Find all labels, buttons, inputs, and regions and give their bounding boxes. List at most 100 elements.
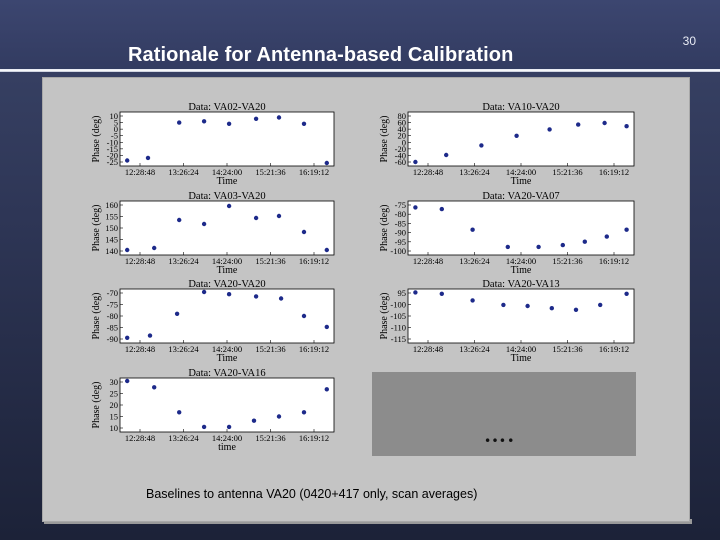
plot-2-ytick-label: -40 — [395, 150, 406, 160]
plot-1-ytick-label: -5 — [111, 131, 118, 141]
plot-6-data-point — [525, 303, 530, 309]
plot-5-ytick-label: -90 — [107, 334, 118, 344]
plot-3-ytick-label: 145 — [105, 235, 118, 245]
plot-1-data-point — [201, 119, 207, 124]
plot-6-xtick-label: 15:21:36 — [552, 344, 582, 354]
plot-2-ytick-label: 0 — [402, 137, 406, 147]
plot-2-data-point — [547, 127, 552, 132]
plot-5-data-point — [324, 324, 329, 330]
plot-3-ylabel: Phase (deg) — [91, 205, 102, 252]
plot-2-ytick-label: -60 — [395, 157, 406, 167]
plot-4-data-point — [582, 239, 587, 244]
plot-3-data-point — [226, 203, 232, 209]
plot-3-data-point — [125, 247, 130, 253]
plot-1-ytick-label: 10 — [110, 111, 119, 121]
figure-caption: Baselines to antenna VA20 (0420+417 only… — [146, 487, 478, 501]
plot-6-frame — [407, 288, 635, 344]
plot-6-xtick-label: 14:24:00 — [506, 344, 536, 354]
plot-6-xlabel: Time — [511, 353, 532, 364]
title-bar — [0, 0, 720, 72]
plot-3-xtick-label: 12:28:48 — [125, 256, 155, 266]
plot-2-data-point — [479, 143, 484, 148]
plot-3-xtick-label: 16:19:12 — [299, 256, 329, 266]
plot-5-xlabel: Time — [217, 353, 238, 364]
plot-5-ytick-label: -70 — [107, 288, 118, 298]
plot-6-data-point — [549, 306, 554, 311]
plot-5-data-point — [147, 333, 153, 338]
plot-5-xtick-label: 15:21:36 — [255, 344, 285, 354]
plot-3-xtick-label: 14:24:00 — [212, 256, 242, 266]
plot-3-xlabel: Time — [217, 265, 238, 276]
plot-6-xtick-label: 13:26:24 — [459, 344, 490, 354]
plot-7-data-point — [324, 387, 329, 392]
plot-6-data-point — [413, 290, 418, 295]
plot-2-ytick-label: 20 — [398, 131, 407, 141]
plot-2-data-point — [624, 124, 629, 129]
plot-7-frame — [119, 377, 335, 433]
plot-1-xtick-label: 15:21:36 — [255, 167, 285, 177]
plot-6-data-point — [470, 298, 475, 303]
plot-5-data-point — [278, 296, 284, 301]
plot-4-xtick-label: 12:28:48 — [413, 256, 443, 266]
plot-3-data-point — [276, 213, 282, 219]
plot-2-frame — [407, 111, 635, 167]
plot-1-ytick-label: -10 — [107, 137, 118, 147]
plot-1-xlabel: Time — [217, 176, 238, 187]
plot-2-xlabel: Time — [511, 176, 532, 187]
plot-6-ytick-label: -105 — [390, 311, 406, 321]
plot-4-ytick-label: -75 — [395, 200, 406, 210]
plot-6-ytick-label: -115 — [391, 334, 406, 344]
plot-4-data-point — [624, 227, 629, 232]
plot-4-data-point — [560, 242, 565, 248]
plot-3-data-point — [201, 221, 207, 227]
plot-2-xtick-label: 15:21:36 — [552, 167, 582, 177]
plot-3-ytick-label: 155 — [105, 212, 118, 222]
plot-2-xtick-label: 13:26:24 — [459, 167, 490, 177]
plot-4-xtick-label: 13:26:24 — [459, 256, 490, 266]
plot-4-frame — [407, 200, 635, 256]
plot-5-data-point — [301, 313, 307, 319]
plot-3-title: Data: VA03-VA20 — [188, 191, 265, 202]
plot-1-data-point — [324, 160, 329, 166]
plot-5-ytick-label: -85 — [107, 323, 118, 333]
plot-7-xtick-label: 13:26:24 — [168, 433, 199, 443]
plot-4-data-point — [470, 227, 475, 232]
plot-2-data-point — [514, 133, 519, 138]
plot-6-xtick-label: 12:28:48 — [413, 344, 443, 354]
plot-2-ylabel: Phase (deg) — [379, 116, 390, 163]
plot-2-ytick-label: 40 — [398, 124, 407, 134]
plot-3-data-point — [177, 217, 182, 223]
plot-1-ylabel: Phase (deg) — [91, 116, 102, 163]
plot-5-data-point — [201, 289, 207, 295]
plot-4-ytick-label: -85 — [395, 218, 406, 228]
plot-6-ytick-label: 95 — [398, 288, 407, 298]
plot-1-data-point — [125, 158, 130, 163]
plot-5-xtick-label: 13:26:24 — [168, 344, 199, 354]
plot-3-xtick-label: 13:26:24 — [168, 256, 199, 266]
plot-1-data-point — [145, 155, 151, 161]
plot-7-ytick-label: 25 — [110, 389, 119, 399]
plot-6-data-point — [439, 291, 444, 296]
plot-2-title: Data: VA10-VA20 — [482, 102, 559, 113]
plot-7-ytick-label: 20 — [110, 400, 119, 410]
plot-7-data-point — [251, 418, 257, 423]
plot-7-data-point — [301, 410, 307, 415]
plot-7-xtick-label: 16:19:12 — [299, 433, 329, 443]
plot-3-frame — [119, 200, 335, 256]
plot-2-xtick-label: 14:24:00 — [506, 167, 536, 177]
plot-5-title: Data: VA20-VA20 — [188, 279, 265, 290]
plot-1-data-point — [301, 121, 307, 127]
plot-7-title: Data: VA20-VA16 — [188, 368, 265, 379]
plot-3-xtick-label: 15:21:36 — [255, 256, 285, 266]
plot-6-ylabel: Phase (deg) — [379, 293, 390, 340]
plot-2-data-point — [602, 120, 607, 126]
plot-1-data-point — [253, 116, 259, 122]
plot-5-data-point — [125, 335, 130, 340]
plot-4-ytick-label: -80 — [395, 209, 406, 219]
plot-4-data-point — [505, 244, 510, 250]
plot-2-xtick-label: 16:19:12 — [599, 167, 629, 177]
plot-2-data-point — [444, 152, 449, 158]
plot-1-data-point — [276, 115, 282, 120]
plot-7-data-point — [276, 414, 282, 419]
